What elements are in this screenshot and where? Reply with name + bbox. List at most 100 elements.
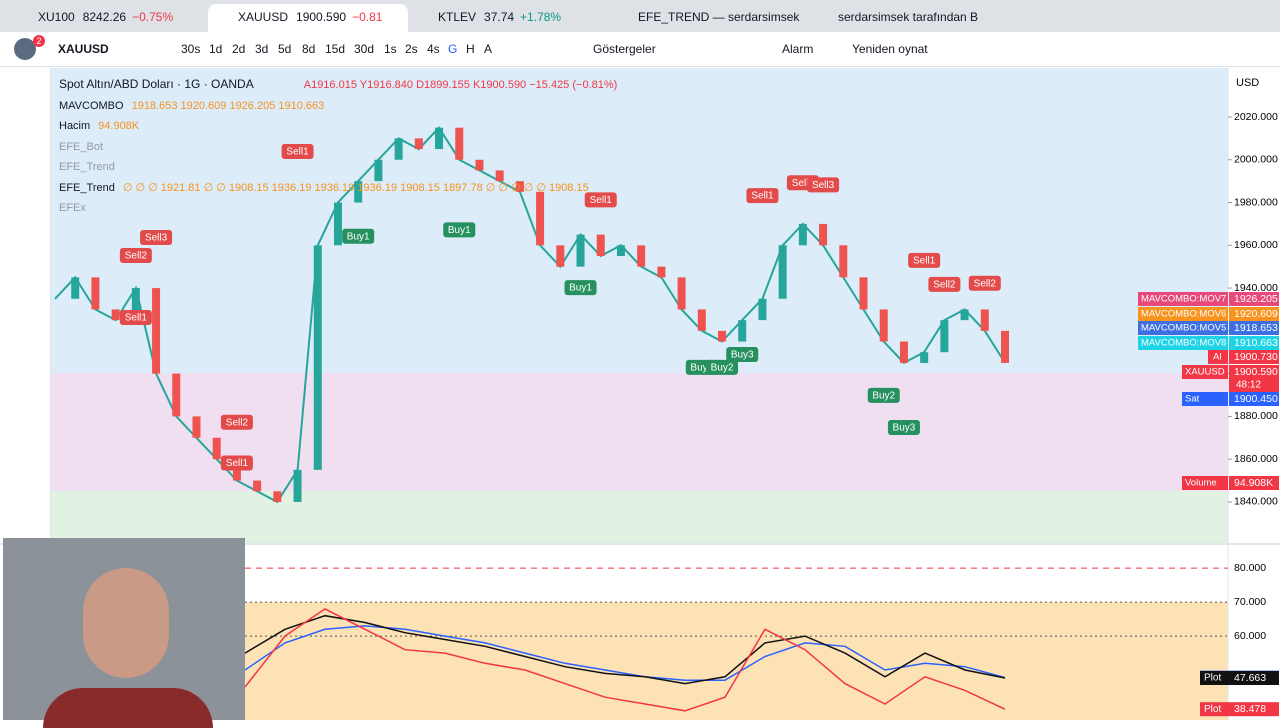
axis-value-bg	[1229, 336, 1279, 350]
signal-label: Sell2	[226, 417, 249, 428]
interval[interactable]: H	[466, 42, 475, 56]
signal-box	[685, 359, 718, 375]
axis-value: 47.768	[1234, 671, 1266, 683]
signal-box	[564, 280, 597, 296]
axis-value-bg	[1229, 392, 1279, 406]
axis-value: 1900.590	[1234, 366, 1278, 378]
axis-label-bg	[1182, 476, 1228, 490]
symbol-search[interactable]: XAUUSD	[58, 42, 109, 56]
signal-label: Sell2	[125, 251, 148, 262]
interval[interactable]: 5d	[278, 42, 292, 56]
legend-title: Spot Altın/ABD Doları · 1G · OANDA	[59, 77, 254, 91]
signal: Sell1	[908, 252, 941, 268]
candle	[616, 245, 625, 256]
candle	[91, 277, 100, 310]
interval[interactable]: 1s	[384, 42, 397, 56]
signal-label: Buy2	[711, 362, 734, 373]
signal: Buy1	[564, 280, 597, 296]
signal-label: Sell2	[974, 278, 997, 289]
legend-name: EFE_Trend	[59, 181, 115, 194]
candle	[920, 352, 929, 363]
interval[interactable]: G	[448, 42, 458, 56]
tab[interactable]: XU100 8242.26 −0.75%	[8, 4, 208, 32]
y-tick-label: 1860.000	[1234, 453, 1278, 465]
signal-label: Buy1	[569, 283, 592, 294]
candle	[172, 373, 181, 417]
candle	[940, 320, 949, 353]
signal-box	[867, 387, 900, 403]
y-tick-label: 1880.000	[1234, 410, 1278, 422]
axis-value-bg	[1229, 350, 1279, 364]
interval[interactable]: 15d	[325, 42, 346, 56]
axis-value: 1920.609	[1234, 308, 1278, 320]
tab[interactable]: EFE_TREND — serdarsimsek	[608, 4, 808, 32]
legend-row: EFE_Bot	[59, 137, 617, 158]
signal-box	[140, 230, 173, 246]
tab-label: KTLEV	[438, 10, 477, 24]
candle	[879, 309, 888, 342]
signal-box	[786, 175, 819, 191]
drawing-toolbar	[0, 67, 51, 537]
legend-values: 1918.653 1920.609 1926.205 1910.663	[131, 99, 325, 112]
interval[interactable]: 1d	[209, 42, 223, 56]
signal-box	[968, 275, 1001, 291]
signal: Buy1	[685, 359, 718, 375]
alarm-button[interactable]: Alarm	[782, 42, 814, 56]
interval[interactable]: 30s	[181, 42, 201, 56]
tab-change: +1.78%	[520, 10, 562, 24]
signal-label: Sell1	[125, 313, 148, 324]
legend-row: EFE_Trend	[59, 157, 617, 178]
signal-box	[887, 419, 920, 435]
legend: Spot Altın/ABD Doları · 1G · OANDA A1916.…	[59, 74, 617, 219]
signal-label: Sell3	[812, 180, 835, 191]
tab[interactable]: serdarsimsek tarafından B	[808, 4, 1008, 32]
signal: Sell1	[746, 188, 779, 204]
legend-row: EFEx	[59, 198, 617, 219]
y-tick-label: 60.000	[1234, 630, 1266, 642]
signal: Sell3	[807, 177, 840, 193]
interval[interactable]: 2d	[232, 42, 246, 56]
tab[interactable]: KTLEV 37.74 +1.78%	[408, 4, 608, 32]
bg-zone	[245, 602, 1228, 720]
axis-label-bg	[1138, 307, 1228, 321]
axis-label-name: Plot	[1204, 704, 1221, 715]
signal-box	[220, 455, 253, 471]
interval[interactable]: 4s	[427, 42, 440, 56]
legend-name: EFE_Bot	[59, 140, 104, 153]
interval[interactable]: 8d	[302, 42, 316, 56]
signal: Buy2	[867, 387, 900, 403]
y-tick-label: 2000.000	[1234, 154, 1278, 166]
interval[interactable]: 3d	[255, 42, 269, 56]
tab-price: 8242.26	[82, 10, 127, 24]
axis-label-bg	[1200, 670, 1279, 685]
signal-box	[342, 228, 375, 244]
avatar[interactable]	[14, 38, 36, 60]
tab[interactable]: XAUUSD 1900.590 −0.81	[208, 4, 408, 32]
interval[interactable]: 30d	[354, 42, 375, 56]
y-tick-label: 1960.000	[1234, 239, 1278, 251]
candle	[253, 480, 262, 492]
interval[interactable]: A	[484, 42, 493, 56]
axis-value-bg	[1229, 365, 1279, 379]
interval[interactable]: 2s	[405, 42, 418, 56]
legend-ohlc: A1916.015 Y1916.840 D1899.155 K1900.590 …	[303, 79, 618, 91]
axis-value-bg	[1229, 476, 1279, 490]
shirt	[43, 688, 213, 728]
bg-zone	[51, 373, 1228, 491]
signal-label: Buy1	[347, 231, 370, 242]
countdown: 48:12	[1236, 380, 1261, 391]
y-tick-label: 1840.000	[1234, 496, 1278, 508]
signal: Buy3	[726, 347, 759, 363]
tab-label: XU100	[38, 10, 75, 24]
tab-change: −0.81	[352, 10, 383, 24]
indicators-button[interactable]: Göstergeler	[593, 42, 656, 56]
axis-label-bg	[1138, 292, 1228, 306]
osc-line	[244, 608, 1006, 712]
signal: Sell2	[786, 175, 819, 191]
replay-button[interactable]: Yeniden oynat	[852, 42, 928, 56]
signal-box	[443, 222, 476, 238]
signal-box	[746, 188, 779, 204]
signal-box	[807, 177, 840, 193]
signal-label: Sell2	[933, 280, 956, 291]
